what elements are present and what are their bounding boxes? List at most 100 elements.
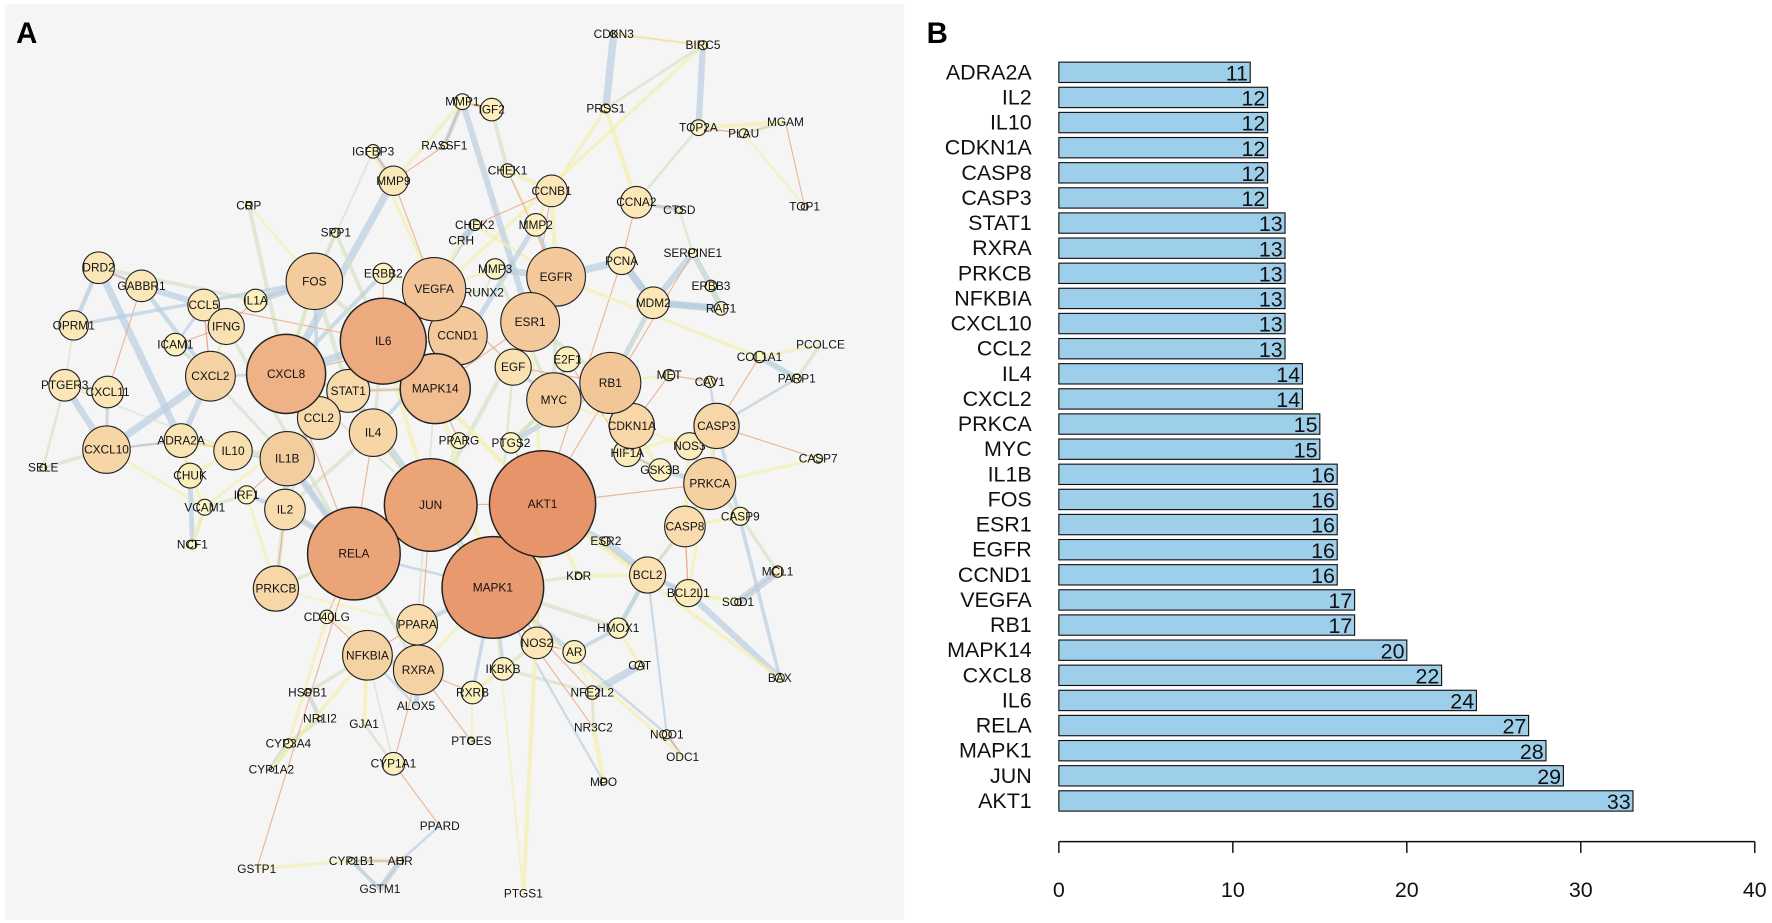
- network-node-ptger3[interactable]: PTGER3: [41, 368, 89, 402]
- network-node-rxra[interactable]: RXRA: [392, 644, 444, 696]
- network-node-hmox1[interactable]: HMOX1: [597, 617, 640, 639]
- network-node-vcam1[interactable]: VCAM1: [184, 498, 226, 516]
- network-node-cxcl11[interactable]: CXCL11: [86, 375, 130, 409]
- network-node-mmp3[interactable]: MMP3: [478, 258, 513, 280]
- network-node-ctsd[interactable]: CTSD: [663, 203, 695, 217]
- network-node-chuk[interactable]: CHUK: [173, 462, 207, 489]
- network-node-nqo1[interactable]: NQO1: [650, 727, 684, 741]
- network-node-pcolce[interactable]: PCOLCE: [796, 338, 845, 352]
- network-node-sele[interactable]: SELE: [28, 461, 58, 475]
- network-node-gja1[interactable]: GJA1: [349, 717, 379, 731]
- network-node-mapk1[interactable]: MAPK1: [441, 535, 545, 640]
- network-node-runx2[interactable]: RUNX2: [464, 286, 504, 300]
- network-node-prss1[interactable]: PRSS1: [586, 101, 625, 115]
- network-node-rb1[interactable]: RB1: [579, 351, 642, 415]
- network-node-gsk3b[interactable]: GSK3B: [640, 458, 680, 482]
- network-node-fos[interactable]: FOS: [285, 252, 344, 311]
- network-node-cd40lg[interactable]: CD40LG: [304, 609, 350, 625]
- network-node-mcl1[interactable]: MCL1: [762, 565, 794, 579]
- network-node-ahr[interactable]: AHR: [388, 854, 413, 868]
- network-node-prkcb[interactable]: PRKCB: [252, 565, 300, 612]
- network-node-egf[interactable]: EGF: [494, 348, 532, 386]
- network-node-casp3[interactable]: CASP3: [693, 402, 740, 450]
- network-node-casp7[interactable]: CASP7: [799, 452, 838, 466]
- network-node-ccnb1[interactable]: CCNB1: [531, 174, 572, 208]
- network-node-gabbr1[interactable]: GABBR1: [117, 269, 166, 303]
- network-node-il10[interactable]: IL10: [213, 430, 253, 471]
- network-node-mmp2[interactable]: MMP2: [519, 212, 553, 237]
- network-node-top2a[interactable]: TOP2A: [679, 119, 718, 137]
- network-node-ifng[interactable]: IFNG: [207, 307, 245, 346]
- network-node-esr1[interactable]: ESR1: [500, 292, 561, 352]
- network-node-esr2[interactable]: ESR2: [590, 534, 621, 548]
- network-node-casp8[interactable]: CASP8: [664, 505, 706, 548]
- network-node-il1b[interactable]: IL1B: [259, 430, 315, 487]
- network-node-ppard[interactable]: PPARD: [420, 819, 460, 833]
- network-node-ptges[interactable]: PTGES: [451, 734, 491, 748]
- network-node-akt1[interactable]: AKT1: [488, 450, 597, 558]
- network-node-ccnd1[interactable]: CCND1: [427, 305, 488, 366]
- network-node-cxcl10[interactable]: CXCL10: [82, 425, 131, 474]
- network-node-nfe2l2[interactable]: NFE2L2: [571, 685, 615, 700]
- network-node-bax[interactable]: BAX: [768, 671, 792, 685]
- network-node-igfbp3[interactable]: IGFBP3: [352, 144, 395, 159]
- network-node-e2f1[interactable]: E2F1: [553, 346, 582, 373]
- network-node-mmp9[interactable]: MMP9: [376, 165, 411, 197]
- network-node-mgam[interactable]: MGAM: [767, 115, 804, 129]
- network-node-egfr[interactable]: EGFR: [526, 246, 587, 307]
- network-node-cav1[interactable]: CAV1: [695, 375, 726, 389]
- network-node-pparg[interactable]: PPARG: [439, 432, 480, 450]
- network-node-pcna[interactable]: PCNA: [605, 246, 638, 276]
- network-node-cyp1a2[interactable]: CYP1A2: [249, 762, 295, 776]
- network-node-stat1[interactable]: STAT1: [326, 368, 371, 413]
- network-node-ccna2[interactable]: CCNA2: [616, 185, 656, 219]
- network-node-bcl2[interactable]: BCL2: [628, 556, 667, 594]
- network-node-ncf1[interactable]: NCF1: [177, 538, 208, 552]
- network-node-top1[interactable]: TOP1: [789, 200, 820, 214]
- network-node-ar[interactable]: AR: [562, 639, 587, 664]
- network-node-nos2[interactable]: NOS2: [520, 626, 554, 660]
- network-node-spp1[interactable]: SPP1: [321, 226, 352, 240]
- network-node-parp1[interactable]: PARP1: [778, 371, 816, 385]
- network-node-rxrb[interactable]: RXRB: [456, 680, 489, 705]
- network-node-crh[interactable]: CRH: [448, 234, 474, 248]
- network-node-cdkn3[interactable]: CDKN3: [594, 27, 635, 41]
- network-node-ptgs2[interactable]: PTGS2: [491, 432, 530, 454]
- network-node-vegfa[interactable]: VEGFA: [401, 257, 467, 322]
- network-node-oprm1[interactable]: OPRM1: [53, 310, 96, 341]
- network-node-mapk14[interactable]: MAPK14: [399, 352, 471, 425]
- network-node-col1a1[interactable]: COL1A1: [737, 350, 783, 364]
- network-node-birc5[interactable]: BIRC5: [686, 38, 721, 52]
- network-node-irf1[interactable]: IRF1: [234, 485, 260, 505]
- network-node-sod1[interactable]: SOD1: [722, 595, 755, 609]
- network-node-rassf1[interactable]: RASSF1: [421, 139, 468, 153]
- network-node-cxcl2[interactable]: CXCL2: [184, 350, 236, 402]
- network-node-ikbkb[interactable]: IKBKB: [486, 656, 521, 681]
- network-node-igf2[interactable]: IGF2: [479, 97, 505, 122]
- network-node-ptgs1[interactable]: PTGS1: [504, 887, 543, 901]
- network-node-rela[interactable]: RELA: [306, 506, 401, 601]
- network-node-odc1[interactable]: ODC1: [666, 750, 699, 764]
- network-node-alox5[interactable]: ALOX5: [397, 699, 436, 713]
- network-node-myc[interactable]: MYC: [526, 372, 582, 428]
- network-node-erbb3[interactable]: ERBB3: [691, 279, 730, 293]
- network-node-mmp1[interactable]: MMP1: [445, 93, 480, 111]
- network-node-gstp1[interactable]: GSTP1: [237, 862, 276, 876]
- network-node-il1a[interactable]: IL1A: [243, 288, 268, 313]
- network-node-gstm1[interactable]: GSTM1: [359, 882, 400, 896]
- network-node-chek2[interactable]: CHEK2: [455, 218, 495, 232]
- network-node-nos3[interactable]: NOS3: [673, 432, 706, 461]
- network-node-erbb2[interactable]: ERBB2: [364, 262, 403, 285]
- network-node-icam1[interactable]: ICAM1: [157, 332, 194, 357]
- network-node-nfkbia[interactable]: NFKBIA: [342, 629, 393, 681]
- network-node-cyp1a1[interactable]: CYP1A1: [371, 751, 417, 776]
- network-node-serpine1[interactable]: SERPINE1: [663, 246, 722, 260]
- network-node-il2[interactable]: IL2: [264, 488, 306, 531]
- network-node-cyp1b1[interactable]: CYP1B1: [329, 854, 375, 868]
- network-node-raf1[interactable]: RAF1: [706, 301, 737, 316]
- network-node-nr1i2[interactable]: NR1I2: [303, 712, 337, 726]
- network-node-ppara[interactable]: PPARA: [396, 603, 439, 646]
- network-node-prkca[interactable]: PRKCA: [683, 456, 737, 511]
- network-node-plau[interactable]: PLAU: [728, 126, 759, 140]
- network-node-kdr[interactable]: KDR: [566, 569, 591, 583]
